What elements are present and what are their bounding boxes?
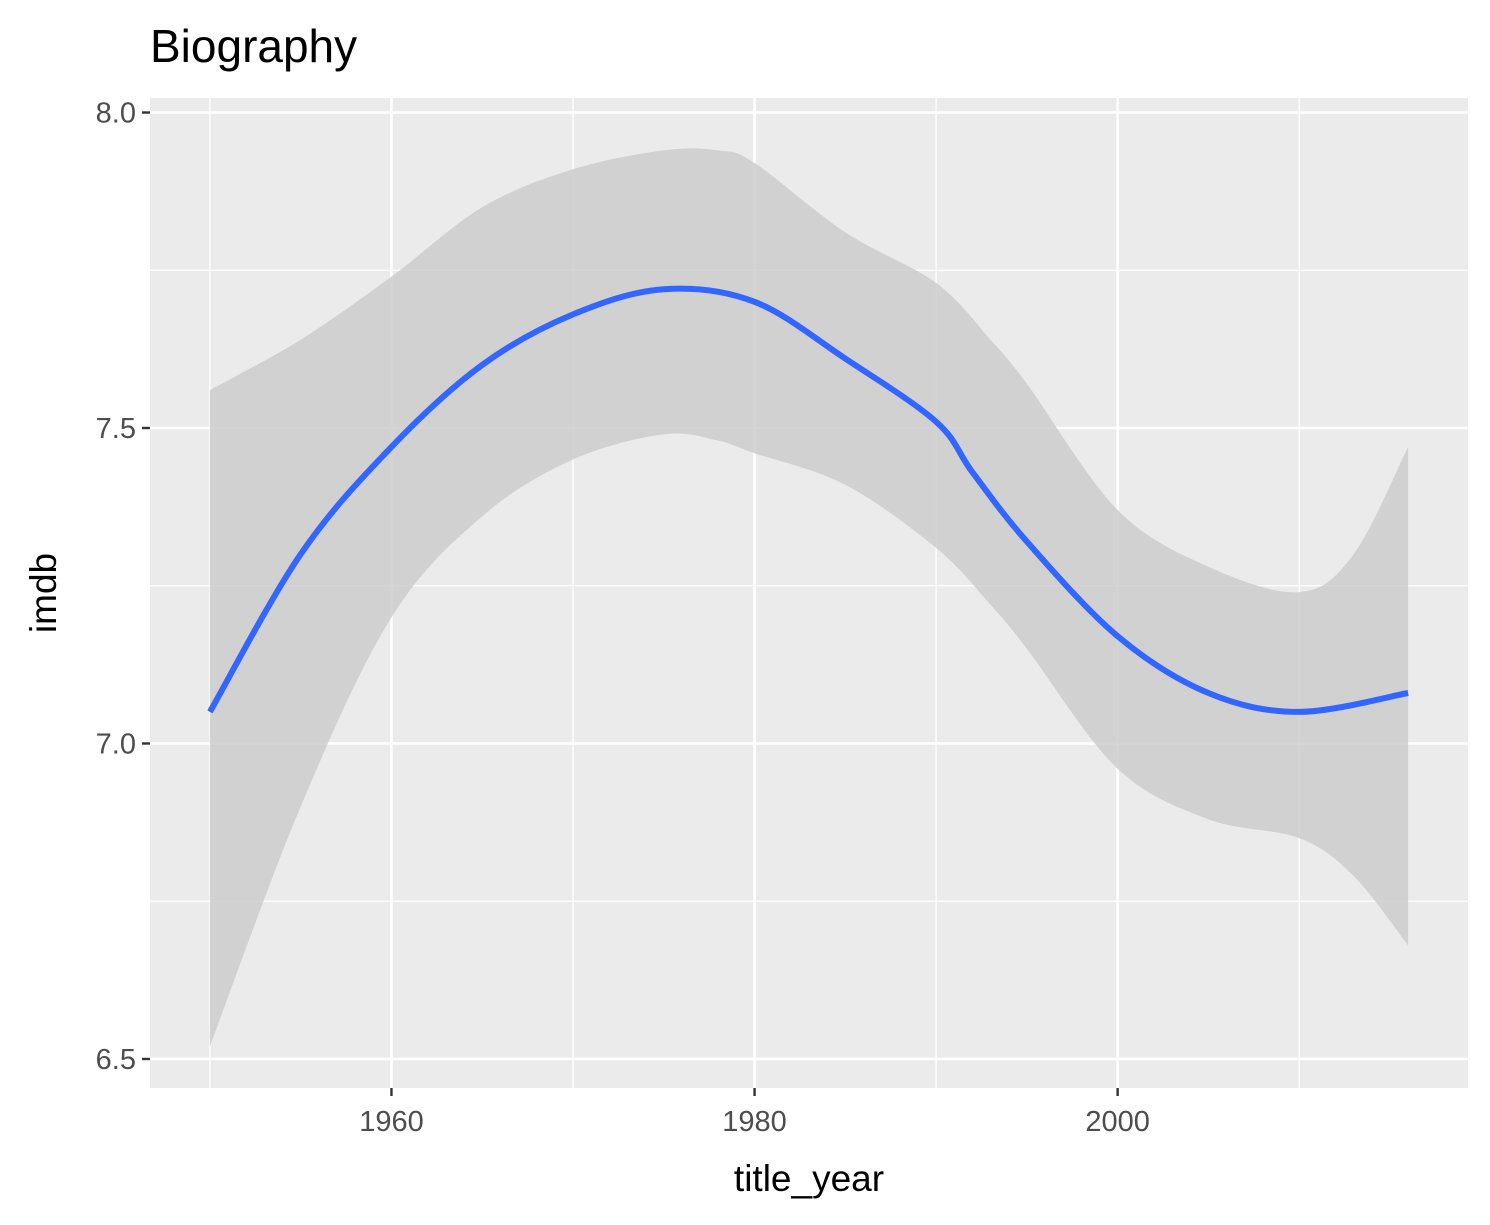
y-tick-label: 6.5	[96, 1044, 136, 1076]
chart-title: Biography	[150, 20, 357, 72]
y-axis: 6.5 7.0 7.5 8.0	[96, 98, 150, 1076]
x-axis-title: title_year	[734, 1158, 884, 1199]
x-tick-label: 2000	[1085, 1106, 1150, 1138]
y-tick-label: 8.0	[96, 98, 136, 130]
smooth-line	[207, 285, 1409, 715]
confidence-band	[209, 148, 1409, 1047]
x-tick-label: 1960	[359, 1106, 424, 1138]
y-tick-label: 7.5	[96, 413, 136, 445]
y-tick-label: 7.0	[96, 728, 136, 760]
x-axis: 1960 1980 2000	[359, 1088, 1150, 1138]
y-axis-title: imdb	[23, 553, 64, 633]
confidence-band-layer	[209, 148, 1409, 1047]
x-tick-label: 1980	[722, 1106, 787, 1138]
smooth-line-layer	[207, 285, 1409, 715]
